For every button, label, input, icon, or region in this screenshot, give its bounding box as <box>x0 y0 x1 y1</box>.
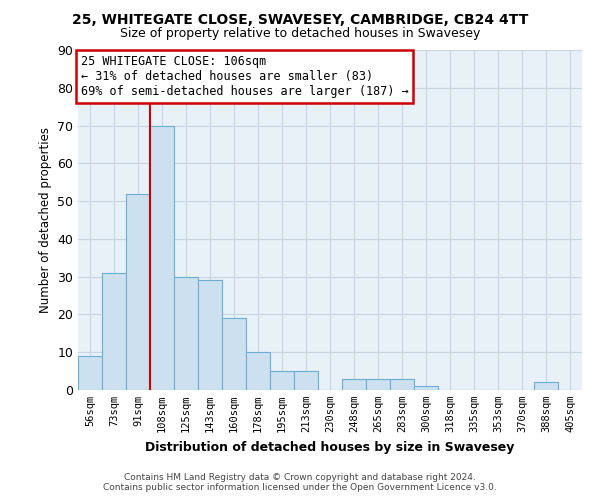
Bar <box>174 276 198 390</box>
Bar <box>534 382 558 390</box>
Text: Contains HM Land Registry data © Crown copyright and database right 2024.
Contai: Contains HM Land Registry data © Crown c… <box>103 473 497 492</box>
Bar <box>294 371 318 390</box>
Text: 25 WHITEGATE CLOSE: 106sqm
← 31% of detached houses are smaller (83)
69% of semi: 25 WHITEGATE CLOSE: 106sqm ← 31% of deta… <box>80 55 408 98</box>
Bar <box>342 378 366 390</box>
Text: Size of property relative to detached houses in Swavesey: Size of property relative to detached ho… <box>120 28 480 40</box>
Bar <box>102 273 126 390</box>
Bar <box>366 378 390 390</box>
Bar <box>222 318 246 390</box>
Bar <box>270 371 294 390</box>
Bar <box>150 126 174 390</box>
Text: 25, WHITEGATE CLOSE, SWAVESEY, CAMBRIDGE, CB24 4TT: 25, WHITEGATE CLOSE, SWAVESEY, CAMBRIDGE… <box>72 12 528 26</box>
Bar <box>126 194 150 390</box>
X-axis label: Distribution of detached houses by size in Swavesey: Distribution of detached houses by size … <box>145 440 515 454</box>
Bar <box>390 378 414 390</box>
Bar <box>78 356 102 390</box>
Y-axis label: Number of detached properties: Number of detached properties <box>38 127 52 313</box>
Bar <box>414 386 438 390</box>
Bar <box>198 280 222 390</box>
Bar <box>246 352 270 390</box>
